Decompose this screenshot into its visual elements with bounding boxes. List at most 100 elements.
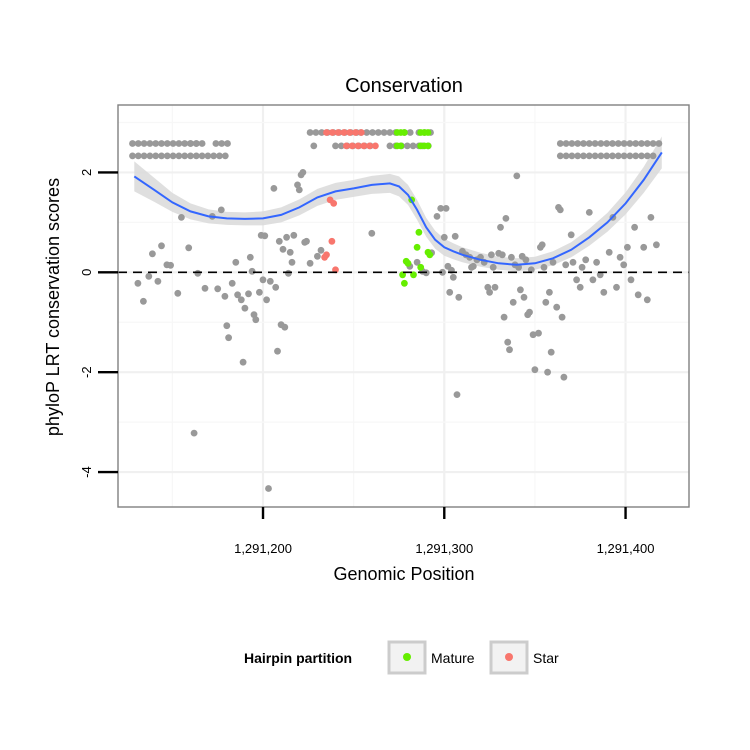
data-point xyxy=(221,292,229,300)
data-point xyxy=(597,152,605,160)
data-point-mature xyxy=(401,279,408,287)
data-point xyxy=(241,304,249,312)
data-point xyxy=(232,258,240,266)
data-point xyxy=(544,368,551,376)
data-point xyxy=(632,152,640,160)
data-point xyxy=(535,329,542,337)
data-point xyxy=(573,276,580,284)
smooth-line xyxy=(133,151,663,266)
data-point xyxy=(252,316,260,324)
y-axis-ticks: -4 -2 0 2 xyxy=(79,169,118,478)
data-point xyxy=(560,373,568,381)
legend-label-star: Star xyxy=(533,650,559,666)
data-point xyxy=(288,258,296,266)
data-point xyxy=(140,297,147,305)
data-point xyxy=(303,237,310,245)
data-point xyxy=(433,213,441,220)
data-point xyxy=(272,283,280,291)
data-point xyxy=(620,152,628,160)
data-point xyxy=(194,269,202,277)
data-point xyxy=(167,261,175,269)
x-tick-label: 1,291,400 xyxy=(597,541,655,556)
data-point xyxy=(580,152,587,160)
data-point xyxy=(187,152,194,160)
data-point-mature xyxy=(399,271,406,279)
y-axis-label: phyloP LRT conservation scores xyxy=(43,178,63,436)
data-point xyxy=(187,140,194,147)
data-point xyxy=(190,429,198,437)
data-point xyxy=(306,259,314,267)
data-point xyxy=(181,152,189,160)
data-point xyxy=(363,129,371,136)
data-point xyxy=(567,231,575,239)
data-point-star xyxy=(330,200,338,207)
data-point-star xyxy=(334,129,342,136)
data-point xyxy=(643,152,651,160)
x-tick-label: 1,291,200 xyxy=(234,541,292,556)
data-point xyxy=(589,276,597,284)
data-point xyxy=(556,140,564,147)
data-point xyxy=(152,140,160,147)
data-point xyxy=(453,391,461,398)
data-point xyxy=(266,277,274,285)
y-tick-label: 2 xyxy=(79,169,94,176)
data-point xyxy=(175,152,183,160)
data-point xyxy=(603,140,611,147)
data-point xyxy=(647,214,655,221)
data-point xyxy=(146,152,154,160)
data-point xyxy=(312,129,320,136)
data-point xyxy=(175,140,183,147)
data-point xyxy=(192,152,200,160)
data-point xyxy=(504,338,512,346)
data-point xyxy=(403,142,411,150)
data-point xyxy=(259,276,267,284)
data-point-star xyxy=(360,142,368,150)
data-point xyxy=(446,288,454,296)
data-point xyxy=(574,152,582,160)
data-point xyxy=(582,256,590,264)
data-point xyxy=(221,152,229,160)
data-point xyxy=(246,253,254,261)
smooth-line-layer xyxy=(133,151,663,266)
data-point-star xyxy=(323,251,330,259)
data-point xyxy=(149,250,156,258)
data-point xyxy=(169,140,177,147)
data-point xyxy=(265,485,272,492)
data-point xyxy=(626,152,634,160)
data-point xyxy=(380,129,388,136)
data-point xyxy=(578,263,586,271)
data-point xyxy=(568,140,576,147)
data-point xyxy=(386,142,394,150)
data-point xyxy=(451,232,459,240)
data-point xyxy=(576,283,584,291)
data-point xyxy=(214,285,222,293)
data-point xyxy=(218,140,226,147)
data-point xyxy=(613,283,620,291)
data-point-star xyxy=(343,142,350,150)
data-point xyxy=(283,233,290,241)
data-point xyxy=(491,283,499,291)
data-point xyxy=(263,296,270,304)
data-point-mature xyxy=(417,263,425,271)
data-point xyxy=(643,296,651,304)
data-point xyxy=(174,289,182,297)
data-point-mature xyxy=(424,129,432,136)
data-point xyxy=(181,140,189,147)
data-point xyxy=(520,293,528,301)
data-point-star xyxy=(323,129,330,136)
data-point xyxy=(626,140,634,147)
data-point xyxy=(237,296,245,304)
data-point xyxy=(275,237,283,245)
data-point xyxy=(306,129,314,136)
legend: Hairpin partition Mature Star xyxy=(244,640,559,675)
data-point xyxy=(201,284,209,292)
data-point-star xyxy=(328,237,336,245)
data-point xyxy=(469,262,477,270)
legend-swatch-mature xyxy=(403,653,411,661)
data-point xyxy=(163,140,171,147)
data-point xyxy=(605,248,613,256)
data-point xyxy=(502,215,510,222)
data-point xyxy=(225,334,233,342)
data-point xyxy=(509,298,517,306)
